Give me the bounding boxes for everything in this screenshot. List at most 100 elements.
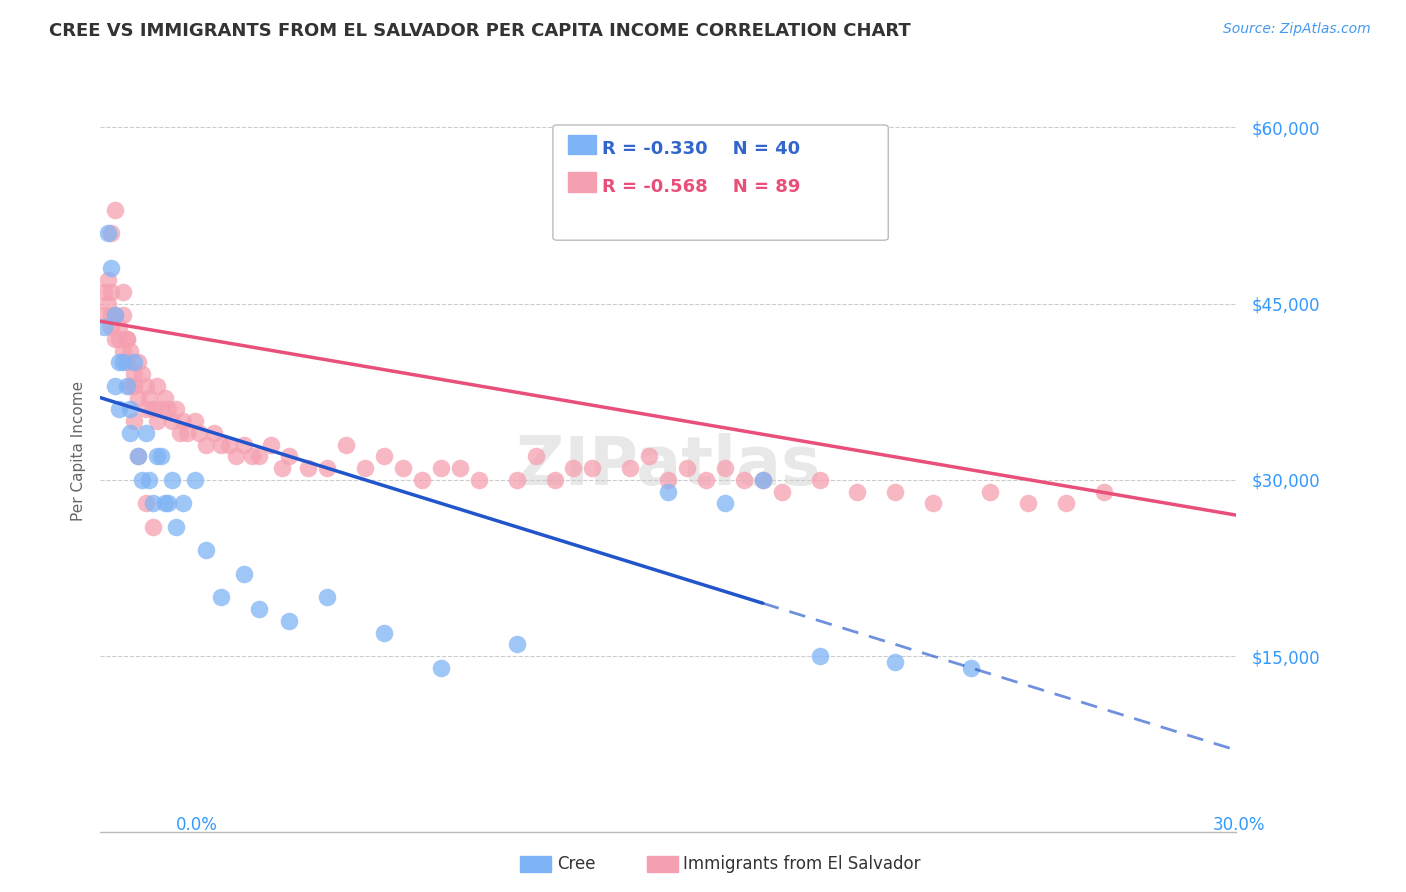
Point xyxy=(111,308,134,322)
Point xyxy=(449,461,471,475)
Text: Source: ZipAtlas.com: Source: ZipAtlas.com xyxy=(1223,22,1371,37)
Text: 30.0%: 30.0% xyxy=(1213,816,1265,834)
Point xyxy=(146,414,169,428)
Point xyxy=(240,450,263,464)
Point xyxy=(115,379,138,393)
Point xyxy=(373,450,395,464)
Point xyxy=(97,296,120,310)
Point xyxy=(247,450,270,464)
Point xyxy=(543,473,565,487)
Point xyxy=(93,320,115,334)
Point xyxy=(884,484,907,499)
Point xyxy=(354,461,377,475)
Point xyxy=(297,461,319,475)
Point xyxy=(100,285,122,299)
Point xyxy=(770,484,793,499)
Point xyxy=(142,402,165,417)
Point xyxy=(278,450,301,464)
Text: CREE VS IMMIGRANTS FROM EL SALVADOR PER CAPITA INCOME CORRELATION CHART: CREE VS IMMIGRANTS FROM EL SALVADOR PER … xyxy=(49,22,911,40)
Point xyxy=(505,637,527,651)
Point xyxy=(153,391,176,405)
Point xyxy=(160,473,183,487)
Point xyxy=(111,355,134,369)
Point xyxy=(127,355,149,369)
Point xyxy=(142,496,165,510)
Point xyxy=(146,379,169,393)
Point xyxy=(392,461,415,475)
Point xyxy=(135,402,157,417)
Point xyxy=(111,285,134,299)
Point xyxy=(316,591,339,605)
Point xyxy=(122,367,145,381)
Point xyxy=(373,625,395,640)
Point xyxy=(960,661,983,675)
Point xyxy=(146,450,169,464)
Point xyxy=(846,484,869,499)
Point xyxy=(157,402,180,417)
Point xyxy=(104,379,127,393)
Point xyxy=(138,473,160,487)
Text: Immigrants from El Salvador: Immigrants from El Salvador xyxy=(683,855,921,873)
Point xyxy=(135,379,157,393)
Point xyxy=(259,437,281,451)
Point xyxy=(581,461,603,475)
Point xyxy=(97,273,120,287)
Point xyxy=(316,461,339,475)
Point xyxy=(111,343,134,358)
Point xyxy=(218,437,240,451)
Point xyxy=(638,450,661,464)
Text: R = -0.568    N = 89: R = -0.568 N = 89 xyxy=(602,178,800,195)
Point xyxy=(209,591,232,605)
Point xyxy=(100,226,122,240)
Point xyxy=(468,473,491,487)
Point xyxy=(122,355,145,369)
Point xyxy=(115,332,138,346)
Point xyxy=(411,473,433,487)
Point xyxy=(108,320,131,334)
Point xyxy=(135,425,157,440)
Point xyxy=(808,473,831,487)
Point xyxy=(1092,484,1115,499)
Point xyxy=(233,437,256,451)
Point xyxy=(505,473,527,487)
Point xyxy=(100,308,122,322)
Point xyxy=(335,437,357,451)
Point xyxy=(172,414,194,428)
Point xyxy=(202,425,225,440)
Point xyxy=(165,402,187,417)
Point xyxy=(127,450,149,464)
Point xyxy=(172,496,194,510)
Point xyxy=(695,473,717,487)
Point xyxy=(120,402,142,417)
Point xyxy=(184,473,207,487)
Text: R = -0.330    N = 40: R = -0.330 N = 40 xyxy=(602,140,800,158)
Point xyxy=(122,379,145,393)
Point xyxy=(752,473,775,487)
Point xyxy=(195,437,218,451)
Point xyxy=(104,202,127,217)
Point xyxy=(165,520,187,534)
Point xyxy=(131,367,153,381)
Point xyxy=(169,425,191,440)
Point xyxy=(1054,496,1077,510)
Point xyxy=(676,461,699,475)
Point xyxy=(922,496,945,510)
Point xyxy=(247,602,270,616)
Point xyxy=(127,391,149,405)
Point xyxy=(657,484,679,499)
Point xyxy=(104,308,127,322)
Point xyxy=(108,355,131,369)
Point xyxy=(100,261,122,276)
Point xyxy=(115,355,138,369)
Point xyxy=(157,496,180,510)
Point xyxy=(160,414,183,428)
Point xyxy=(562,461,585,475)
Point xyxy=(430,461,453,475)
Point xyxy=(270,461,292,475)
Point xyxy=(884,655,907,669)
Point xyxy=(104,308,127,322)
Point xyxy=(430,661,453,675)
Point xyxy=(149,402,172,417)
Point xyxy=(108,332,131,346)
Point xyxy=(278,614,301,628)
